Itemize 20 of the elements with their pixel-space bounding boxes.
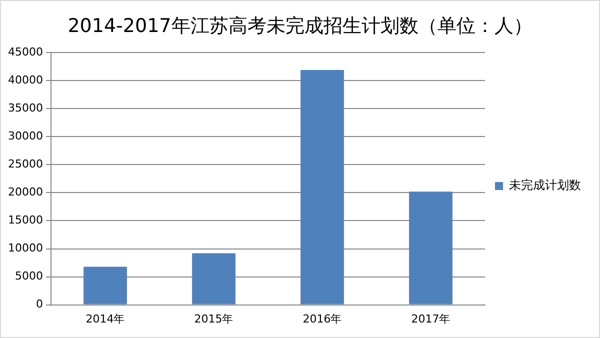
y-tick-label: 5000 (14, 270, 43, 283)
bar (84, 266, 127, 304)
y-tick-label: 20000 (8, 186, 43, 199)
x-tick-label: 2014年 (86, 312, 125, 326)
bar (300, 70, 344, 304)
y-tick-label: 15000 (8, 214, 43, 227)
y-tick-label: 0 (36, 298, 43, 311)
bar (409, 192, 452, 304)
bar (192, 253, 236, 304)
y-tick-label: 40000 (8, 73, 43, 86)
chart-title: 2014-2017年江苏高考未完成招生计划数（单位：人） (66, 14, 534, 39)
y-tick-label: 35000 (8, 102, 43, 115)
x-tick-label: 2015年 (194, 312, 234, 326)
x-tick-label: 2016年 (302, 312, 342, 326)
y-tick-label: 30000 (8, 130, 43, 143)
y-tick-label: 10000 (8, 242, 43, 255)
x-tick-label: 2017年 (411, 312, 450, 326)
y-tick-label: 25000 (8, 158, 43, 171)
legend-label: 未完成计划数 (509, 178, 581, 192)
y-tick-label: 45000 (8, 45, 43, 58)
